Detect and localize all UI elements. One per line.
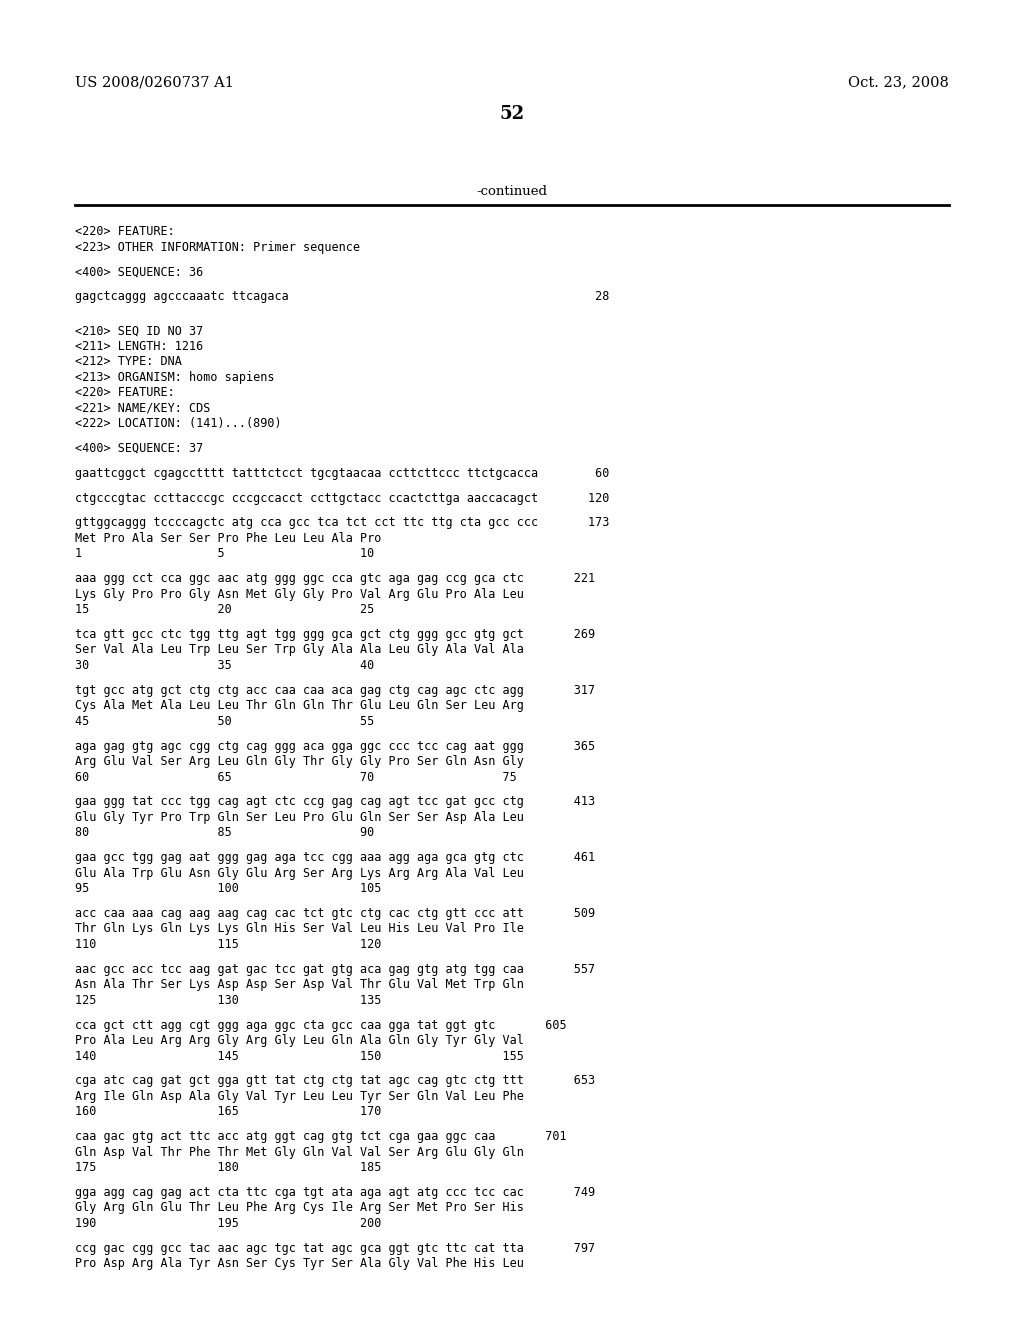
Text: gaattcggct cgagcctttt tatttctcct tgcgtaacaa ccttcttccc ttctgcacca        60: gaattcggct cgagcctttt tatttctcct tgcgtaa… (75, 467, 609, 479)
Text: gaa ggg tat ccc tgg cag agt ctc ccg gag cag agt tcc gat gcc ctg       413: gaa ggg tat ccc tgg cag agt ctc ccg gag … (75, 796, 595, 808)
Text: Arg Glu Val Ser Arg Leu Gln Gly Thr Gly Gly Pro Ser Gln Asn Gly: Arg Glu Val Ser Arg Leu Gln Gly Thr Gly … (75, 755, 524, 768)
Text: gaa gcc tgg gag aat ggg gag aga tcc cgg aaa agg aga gca gtg ctc       461: gaa gcc tgg gag aat ggg gag aga tcc cgg … (75, 851, 595, 865)
Text: -continued: -continued (476, 185, 548, 198)
Text: ccg gac cgg gcc tac aac agc tgc tat agc gca ggt gtc ttc cat tta       797: ccg gac cgg gcc tac aac agc tgc tat agc … (75, 1242, 595, 1255)
Text: tgt gcc atg gct ctg ctg acc caa caa aca gag ctg cag agc ctc agg       317: tgt gcc atg gct ctg ctg acc caa caa aca … (75, 684, 595, 697)
Text: 80                  85                  90: 80 85 90 (75, 826, 374, 840)
Text: 60                  65                  70                  75: 60 65 70 75 (75, 771, 517, 784)
Text: Lys Gly Pro Pro Gly Asn Met Gly Gly Pro Val Arg Glu Pro Ala Leu: Lys Gly Pro Pro Gly Asn Met Gly Gly Pro … (75, 587, 524, 601)
Text: 45                  50                  55: 45 50 55 (75, 715, 374, 727)
Text: aga gag gtg agc cgg ctg cag ggg aca gga ggc ccc tcc cag aat ggg       365: aga gag gtg agc cgg ctg cag ggg aca gga … (75, 739, 595, 752)
Text: <221> NAME/KEY: CDS: <221> NAME/KEY: CDS (75, 401, 210, 414)
Text: <400> SEQUENCE: 37: <400> SEQUENCE: 37 (75, 442, 203, 455)
Text: Thr Gln Lys Gln Lys Lys Gln His Ser Val Leu His Leu Val Pro Ile: Thr Gln Lys Gln Lys Lys Gln His Ser Val … (75, 923, 524, 936)
Text: 125                 130                 135: 125 130 135 (75, 994, 381, 1007)
Text: Oct. 23, 2008: Oct. 23, 2008 (848, 75, 949, 88)
Text: 95                  100                 105: 95 100 105 (75, 882, 381, 895)
Text: 190                 195                 200: 190 195 200 (75, 1217, 381, 1230)
Text: ctgcccgtac ccttacccgc cccgccacct ccttgctacc ccactcttga aaccacagct       120: ctgcccgtac ccttacccgc cccgccacct ccttgct… (75, 491, 609, 504)
Text: gttggcaggg tccccagctc atg cca gcc tca tct cct ttc ttg cta gcc ccc       173: gttggcaggg tccccagctc atg cca gcc tca tc… (75, 516, 609, 529)
Text: caa gac gtg act ttc acc atg ggt cag gtg tct cga gaa ggc caa       701: caa gac gtg act ttc acc atg ggt cag gtg … (75, 1130, 566, 1143)
Text: 15                  20                  25: 15 20 25 (75, 603, 374, 616)
Text: Met Pro Ala Ser Ser Pro Phe Leu Leu Ala Pro: Met Pro Ala Ser Ser Pro Phe Leu Leu Ala … (75, 532, 381, 545)
Text: Gly Arg Gln Glu Thr Leu Phe Arg Cys Ile Arg Ser Met Pro Ser His: Gly Arg Gln Glu Thr Leu Phe Arg Cys Ile … (75, 1201, 524, 1214)
Text: Pro Ala Leu Arg Arg Gly Arg Gly Leu Gln Ala Gln Gly Tyr Gly Val: Pro Ala Leu Arg Arg Gly Arg Gly Leu Gln … (75, 1034, 524, 1047)
Text: <220> FEATURE:: <220> FEATURE: (75, 387, 175, 399)
Text: <211> LENGTH: 1216: <211> LENGTH: 1216 (75, 339, 203, 352)
Text: aac gcc acc tcc aag gat gac tcc gat gtg aca gag gtg atg tgg caa       557: aac gcc acc tcc aag gat gac tcc gat gtg … (75, 962, 595, 975)
Text: 1                   5                   10: 1 5 10 (75, 548, 374, 561)
Text: <210> SEQ ID NO 37: <210> SEQ ID NO 37 (75, 325, 203, 337)
Text: tca gtt gcc ctc tgg ttg agt tgg ggg gca gct ctg ggg gcc gtg gct       269: tca gtt gcc ctc tgg ttg agt tgg ggg gca … (75, 628, 595, 642)
Text: <220> FEATURE:: <220> FEATURE: (75, 224, 175, 238)
Text: Asn Ala Thr Ser Lys Asp Asp Ser Asp Val Thr Glu Val Met Trp Gln: Asn Ala Thr Ser Lys Asp Asp Ser Asp Val … (75, 978, 524, 991)
Text: <400> SEQUENCE: 36: <400> SEQUENCE: 36 (75, 265, 203, 279)
Text: <212> TYPE: DNA: <212> TYPE: DNA (75, 355, 182, 368)
Text: 175                 180                 185: 175 180 185 (75, 1162, 381, 1175)
Text: cca gct ctt agg cgt ggg aga ggc cta gcc caa gga tat ggt gtc       605: cca gct ctt agg cgt ggg aga ggc cta gcc … (75, 1019, 566, 1032)
Text: gagctcaggg agcccaaatc ttcagaca                                           28: gagctcaggg agcccaaatc ttcagaca 28 (75, 290, 609, 304)
Text: Glu Ala Trp Glu Asn Gly Glu Arg Ser Arg Lys Arg Arg Ala Val Leu: Glu Ala Trp Glu Asn Gly Glu Arg Ser Arg … (75, 867, 524, 879)
Text: Cys Ala Met Ala Leu Leu Thr Gln Gln Thr Glu Leu Gln Ser Leu Arg: Cys Ala Met Ala Leu Leu Thr Gln Gln Thr … (75, 700, 524, 713)
Text: Pro Asp Arg Ala Tyr Asn Ser Cys Tyr Ser Ala Gly Val Phe His Leu: Pro Asp Arg Ala Tyr Asn Ser Cys Tyr Ser … (75, 1257, 524, 1270)
Text: 110                 115                 120: 110 115 120 (75, 939, 381, 950)
Text: gga agg cag gag act cta ttc cga tgt ata aga agt atg ccc tcc cac       749: gga agg cag gag act cta ttc cga tgt ata … (75, 1185, 595, 1199)
Text: US 2008/0260737 A1: US 2008/0260737 A1 (75, 75, 233, 88)
Text: cga atc cag gat gct gga gtt tat ctg ctg tat agc cag gtc ctg ttt       653: cga atc cag gat gct gga gtt tat ctg ctg … (75, 1074, 595, 1088)
Text: 140                 145                 150                 155: 140 145 150 155 (75, 1049, 524, 1063)
Text: Glu Gly Tyr Pro Trp Gln Ser Leu Pro Glu Gln Ser Ser Asp Ala Leu: Glu Gly Tyr Pro Trp Gln Ser Leu Pro Glu … (75, 810, 524, 824)
Text: <213> ORGANISM: homo sapiens: <213> ORGANISM: homo sapiens (75, 371, 274, 384)
Text: acc caa aaa cag aag aag cag cac tct gtc ctg cac ctg gtt ccc att       509: acc caa aaa cag aag aag cag cac tct gtc … (75, 907, 595, 920)
Text: aaa ggg cct cca ggc aac atg ggg ggc cca gtc aga gag ccg gca ctc       221: aaa ggg cct cca ggc aac atg ggg ggc cca … (75, 572, 595, 585)
Text: 52: 52 (500, 106, 524, 123)
Text: <222> LOCATION: (141)...(890): <222> LOCATION: (141)...(890) (75, 417, 282, 430)
Text: Gln Asp Val Thr Phe Thr Met Gly Gln Val Val Ser Arg Glu Gly Gln: Gln Asp Val Thr Phe Thr Met Gly Gln Val … (75, 1146, 524, 1159)
Text: Ser Val Ala Leu Trp Leu Ser Trp Gly Ala Ala Leu Gly Ala Val Ala: Ser Val Ala Leu Trp Leu Ser Trp Gly Ala … (75, 644, 524, 656)
Text: Arg Ile Gln Asp Ala Gly Val Tyr Leu Leu Tyr Ser Gln Val Leu Phe: Arg Ile Gln Asp Ala Gly Val Tyr Leu Leu … (75, 1090, 524, 1104)
Text: <223> OTHER INFORMATION: Primer sequence: <223> OTHER INFORMATION: Primer sequence (75, 240, 360, 253)
Text: 30                  35                  40: 30 35 40 (75, 659, 374, 672)
Text: 160                 165                 170: 160 165 170 (75, 1105, 381, 1118)
